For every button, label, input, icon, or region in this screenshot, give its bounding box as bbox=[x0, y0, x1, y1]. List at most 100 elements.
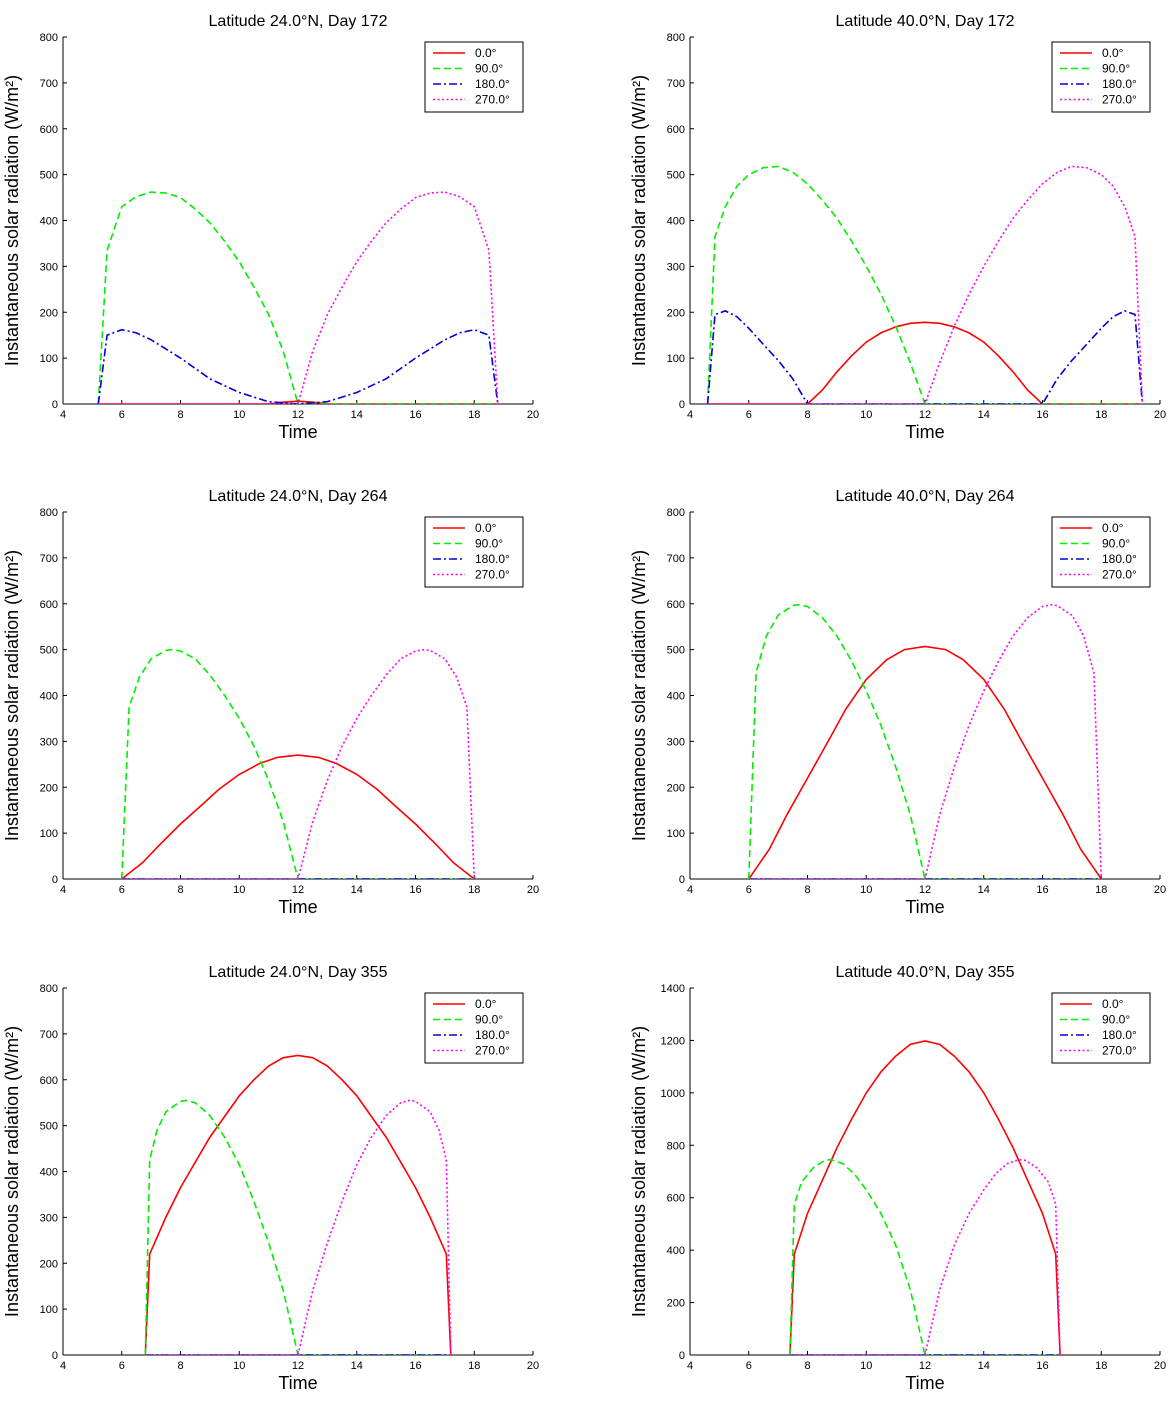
legend-label: 180.0° bbox=[1102, 77, 1137, 91]
x-tick-label: 8 bbox=[177, 1360, 183, 1372]
x-axis-label: Time bbox=[278, 897, 317, 917]
x-tick-label: 4 bbox=[60, 884, 66, 896]
series-line bbox=[789, 1040, 1061, 1355]
legend-label: 180.0° bbox=[475, 1028, 510, 1042]
x-tick-label: 6 bbox=[119, 1360, 125, 1372]
x-tick-label: 8 bbox=[177, 884, 183, 896]
y-tick-label: 800 bbox=[40, 32, 58, 44]
y-tick-label: 300 bbox=[667, 261, 685, 273]
y-tick-label: 600 bbox=[667, 599, 685, 611]
y-tick-label: 600 bbox=[667, 1193, 685, 1205]
x-tick-label: 14 bbox=[978, 1360, 990, 1372]
y-tick-label: 700 bbox=[667, 553, 685, 565]
x-axis-label: Time bbox=[905, 897, 944, 917]
chart-title: Latitude 24.0°N, Day 264 bbox=[209, 488, 388, 505]
y-tick-label: 800 bbox=[667, 1140, 685, 1152]
series-line bbox=[706, 310, 1144, 404]
series-line bbox=[121, 754, 475, 879]
legend: 0.0° 90.0°180.0° 270.0° bbox=[424, 992, 524, 1064]
y-axis-label: Instantaneous solar radiation (W/m²) bbox=[2, 75, 22, 366]
x-tick-label: 4 bbox=[687, 884, 693, 896]
series-line bbox=[707, 165, 1144, 404]
y-tick-label: 0 bbox=[52, 399, 58, 411]
y-axis-label: Instantaneous solar radiation (W/m²) bbox=[2, 550, 22, 841]
legend: 0.0° 90.0°180.0° 270.0° bbox=[424, 41, 524, 113]
series-line bbox=[789, 1158, 1061, 1355]
legend-label: 0.0° bbox=[1102, 521, 1124, 535]
y-tick-label: 1200 bbox=[661, 1035, 685, 1047]
x-tick-label: 10 bbox=[233, 409, 245, 421]
legend-label: 0.0° bbox=[475, 46, 497, 60]
series-line bbox=[144, 1054, 452, 1355]
series-line bbox=[145, 1099, 452, 1355]
y-tick-label: 1400 bbox=[661, 983, 685, 995]
y-tick-label: 500 bbox=[40, 170, 58, 182]
y-tick-label: 400 bbox=[40, 691, 58, 703]
legend-label: 0.0° bbox=[475, 997, 497, 1011]
y-tick-label: 600 bbox=[40, 599, 58, 611]
x-tick-label: 20 bbox=[1154, 1360, 1166, 1372]
x-tick-label: 6 bbox=[746, 884, 752, 896]
x-tick-label: 6 bbox=[746, 409, 752, 421]
y-tick-label: 0 bbox=[52, 874, 58, 886]
y-tick-label: 300 bbox=[40, 1212, 58, 1224]
legend-label: 0.0° bbox=[475, 521, 497, 535]
chart-title: Latitude 40.0°N, Day 355 bbox=[836, 964, 1015, 981]
legend: 0.0° 90.0°180.0° 270.0° bbox=[1051, 516, 1151, 588]
y-tick-label: 100 bbox=[40, 1304, 58, 1316]
y-axis-label: Instantaneous solar radiation (W/m²) bbox=[2, 1026, 22, 1317]
y-tick-label: 100 bbox=[40, 828, 58, 840]
x-tick-label: 12 bbox=[292, 884, 304, 896]
legend-label: 180.0° bbox=[1102, 552, 1137, 566]
x-tick-label: 8 bbox=[804, 1360, 810, 1372]
y-tick-label: 700 bbox=[667, 78, 685, 90]
x-tick-label: 18 bbox=[1095, 409, 1107, 421]
legend-label: 0.0° bbox=[1102, 46, 1124, 60]
series-line bbox=[748, 645, 1102, 879]
y-tick-label: 700 bbox=[40, 78, 58, 90]
series-line bbox=[98, 400, 498, 404]
legend-label: 270.0° bbox=[1102, 93, 1137, 107]
y-tick-label: 800 bbox=[40, 983, 58, 995]
y-axis-label: Instantaneous solar radiation (W/m²) bbox=[629, 75, 649, 366]
y-tick-label: 800 bbox=[40, 507, 58, 519]
x-tick-label: 20 bbox=[527, 409, 539, 421]
legend-label: 90.0° bbox=[475, 537, 503, 551]
x-tick-label: 12 bbox=[919, 1360, 931, 1372]
x-tick-label: 6 bbox=[119, 884, 125, 896]
y-tick-label: 300 bbox=[40, 736, 58, 748]
y-axis-label: Instantaneous solar radiation (W/m²) bbox=[629, 1026, 649, 1317]
y-tick-label: 300 bbox=[40, 261, 58, 273]
legend-label: 90.0° bbox=[475, 62, 503, 76]
y-tick-label: 200 bbox=[667, 1298, 685, 1310]
y-tick-label: 0 bbox=[679, 1350, 685, 1362]
x-tick-label: 4 bbox=[60, 409, 66, 421]
y-tick-label: 100 bbox=[667, 353, 685, 365]
legend-box bbox=[1051, 992, 1151, 1064]
legend-label: 180.0° bbox=[475, 77, 510, 91]
legend-label: 90.0° bbox=[1102, 1013, 1130, 1027]
x-tick-label: 16 bbox=[409, 884, 421, 896]
legend-label: 270.0° bbox=[1102, 568, 1137, 582]
y-tick-label: 200 bbox=[667, 782, 685, 794]
x-tick-label: 10 bbox=[233, 1360, 245, 1372]
x-tick-label: 18 bbox=[468, 1360, 480, 1372]
x-tick-label: 10 bbox=[860, 884, 872, 896]
series-line bbox=[97, 191, 498, 404]
y-tick-label: 200 bbox=[40, 307, 58, 319]
x-tick-label: 14 bbox=[351, 884, 363, 896]
series-line bbox=[121, 648, 475, 879]
y-tick-label: 700 bbox=[40, 553, 58, 565]
legend-label: 270.0° bbox=[1102, 1044, 1137, 1058]
legend: 0.0° 90.0°180.0° 270.0° bbox=[1051, 992, 1151, 1064]
series-line bbox=[144, 1099, 451, 1355]
legend-label: 270.0° bbox=[475, 1044, 510, 1058]
x-tick-label: 14 bbox=[351, 1360, 363, 1372]
